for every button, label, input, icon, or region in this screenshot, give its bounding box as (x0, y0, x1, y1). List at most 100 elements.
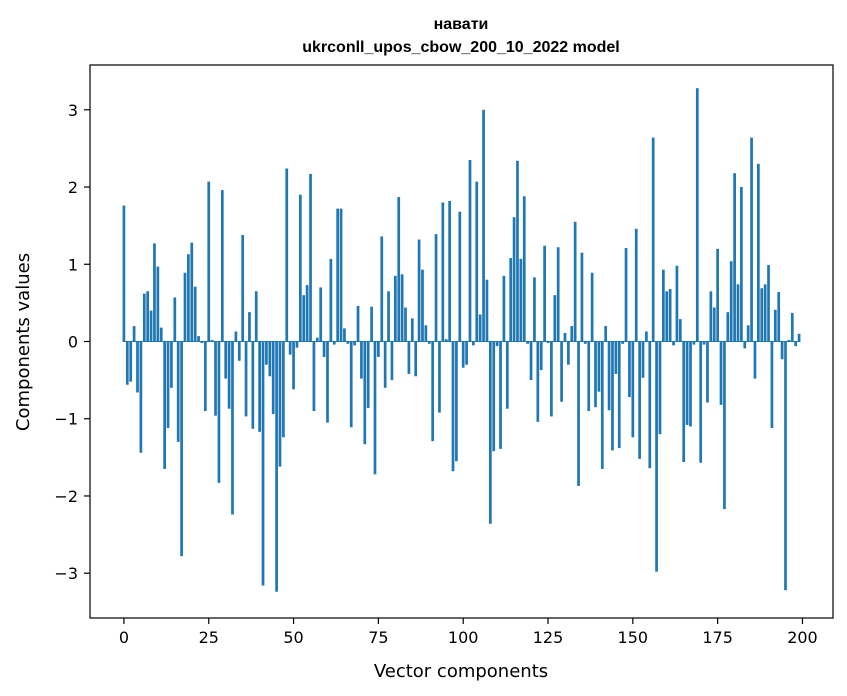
x-tick-label: 175 (702, 628, 733, 647)
bar-component-41 (261, 341, 265, 586)
bar-component-130 (563, 333, 567, 342)
x-tick-label: 125 (533, 628, 564, 647)
bar-component-127 (553, 295, 557, 342)
bar-component-135 (580, 252, 584, 342)
plot-area-frame (89, 64, 834, 619)
bar-component-115 (512, 217, 516, 342)
bar-component-102 (468, 160, 472, 342)
bar-component-104 (475, 181, 479, 342)
bar-component-155 (648, 341, 652, 469)
bar-component-20 (190, 242, 194, 342)
bar-component-26 (210, 339, 214, 342)
bar-component-140 (597, 341, 601, 392)
bar-component-8 (149, 310, 153, 342)
bar-component-145 (614, 341, 618, 374)
bar-component-146 (617, 341, 621, 449)
bar-component-151 (634, 228, 638, 342)
y-tick-label: 1 (68, 255, 78, 274)
bars-group (122, 88, 801, 592)
bar-component-44 (271, 341, 275, 415)
bar-component-87 (417, 239, 421, 342)
bar-component-90 (427, 341, 431, 344)
x-axis-label: Vector components (374, 661, 548, 682)
bar-component-148 (624, 248, 628, 342)
bar-component-83 (404, 307, 407, 342)
bar-component-84 (407, 341, 411, 374)
bar-component-19 (187, 254, 190, 342)
bar-component-25 (207, 181, 211, 342)
bar-component-160 (665, 291, 669, 342)
bar-component-134 (577, 341, 580, 486)
bar-component-196 (787, 339, 791, 342)
bar-component-111 (499, 341, 502, 449)
bar-component-21 (193, 286, 197, 342)
bar-component-110 (495, 341, 499, 347)
bar-component-188 (760, 288, 764, 342)
bar-component-94 (441, 202, 445, 342)
bar-component-152 (638, 341, 641, 459)
bar-component-154 (645, 331, 648, 342)
bar-component-27 (214, 341, 217, 416)
bar-component-82 (400, 274, 404, 342)
bar-component-162 (672, 341, 675, 346)
bar-component-56 (312, 341, 316, 412)
bar-component-193 (777, 292, 781, 342)
bar-component-95 (444, 339, 448, 342)
bar-component-53 (302, 295, 306, 342)
bar-component-55 (309, 173, 312, 342)
bar-component-183 (743, 341, 747, 349)
bar-component-93 (438, 341, 441, 413)
y-tick-label: −2 (54, 487, 78, 506)
bar-component-34 (237, 341, 241, 361)
bar-component-35 (241, 234, 245, 342)
bar-component-114 (509, 258, 513, 342)
bar-component-50 (292, 341, 295, 390)
bar-component-23 (200, 341, 204, 344)
bar-component-29 (220, 190, 224, 342)
bar-component-91 (431, 341, 435, 442)
bar-component-6 (142, 293, 146, 342)
bar-component-179 (729, 261, 733, 342)
bar-component-79 (390, 341, 394, 381)
bar-component-118 (522, 196, 526, 342)
bar-component-113 (505, 341, 509, 409)
bar-component-180 (733, 173, 736, 342)
bar-component-11 (159, 327, 163, 342)
bar-component-167 (689, 341, 692, 427)
bar-component-10 (156, 266, 160, 342)
bar-component-7 (146, 291, 150, 342)
bar-component-158 (658, 341, 662, 435)
bar-component-164 (678, 319, 682, 342)
bar-component-63 (336, 208, 340, 342)
bar-component-109 (492, 341, 496, 452)
bar-component-51 (295, 341, 299, 348)
bar-component-92 (434, 234, 438, 342)
bar-component-39 (254, 291, 258, 342)
bar-component-186 (753, 341, 757, 379)
bar-component-122 (536, 341, 540, 422)
bar-component-54 (305, 285, 309, 342)
bar-component-74 (373, 341, 377, 475)
bar-component-77 (383, 341, 387, 388)
bar-component-124 (543, 245, 546, 342)
bar-component-170 (699, 341, 703, 463)
bar-component-105 (478, 314, 482, 342)
bar-component-156 (651, 137, 655, 342)
bar-component-12 (163, 341, 166, 469)
bar-component-73 (370, 306, 373, 342)
y-tick-label: −1 (54, 410, 78, 429)
bar-component-36 (244, 341, 248, 417)
bar-component-80 (393, 275, 397, 342)
bar-component-159 (662, 269, 665, 342)
y-tick-label: 0 (68, 333, 78, 352)
y-axis-ticks: −3 −2 −1 0 1 2 3 (54, 101, 90, 583)
bar-component-96 (448, 200, 451, 342)
bar-component-103 (472, 341, 475, 346)
bar-component-88 (421, 269, 424, 342)
y-tick-label: 3 (68, 101, 78, 120)
bar-component-14 (170, 341, 173, 388)
x-tick-label: 100 (448, 628, 479, 647)
bar-component-67 (349, 341, 353, 428)
bar-component-147 (621, 341, 625, 344)
bar-component-153 (641, 341, 645, 378)
